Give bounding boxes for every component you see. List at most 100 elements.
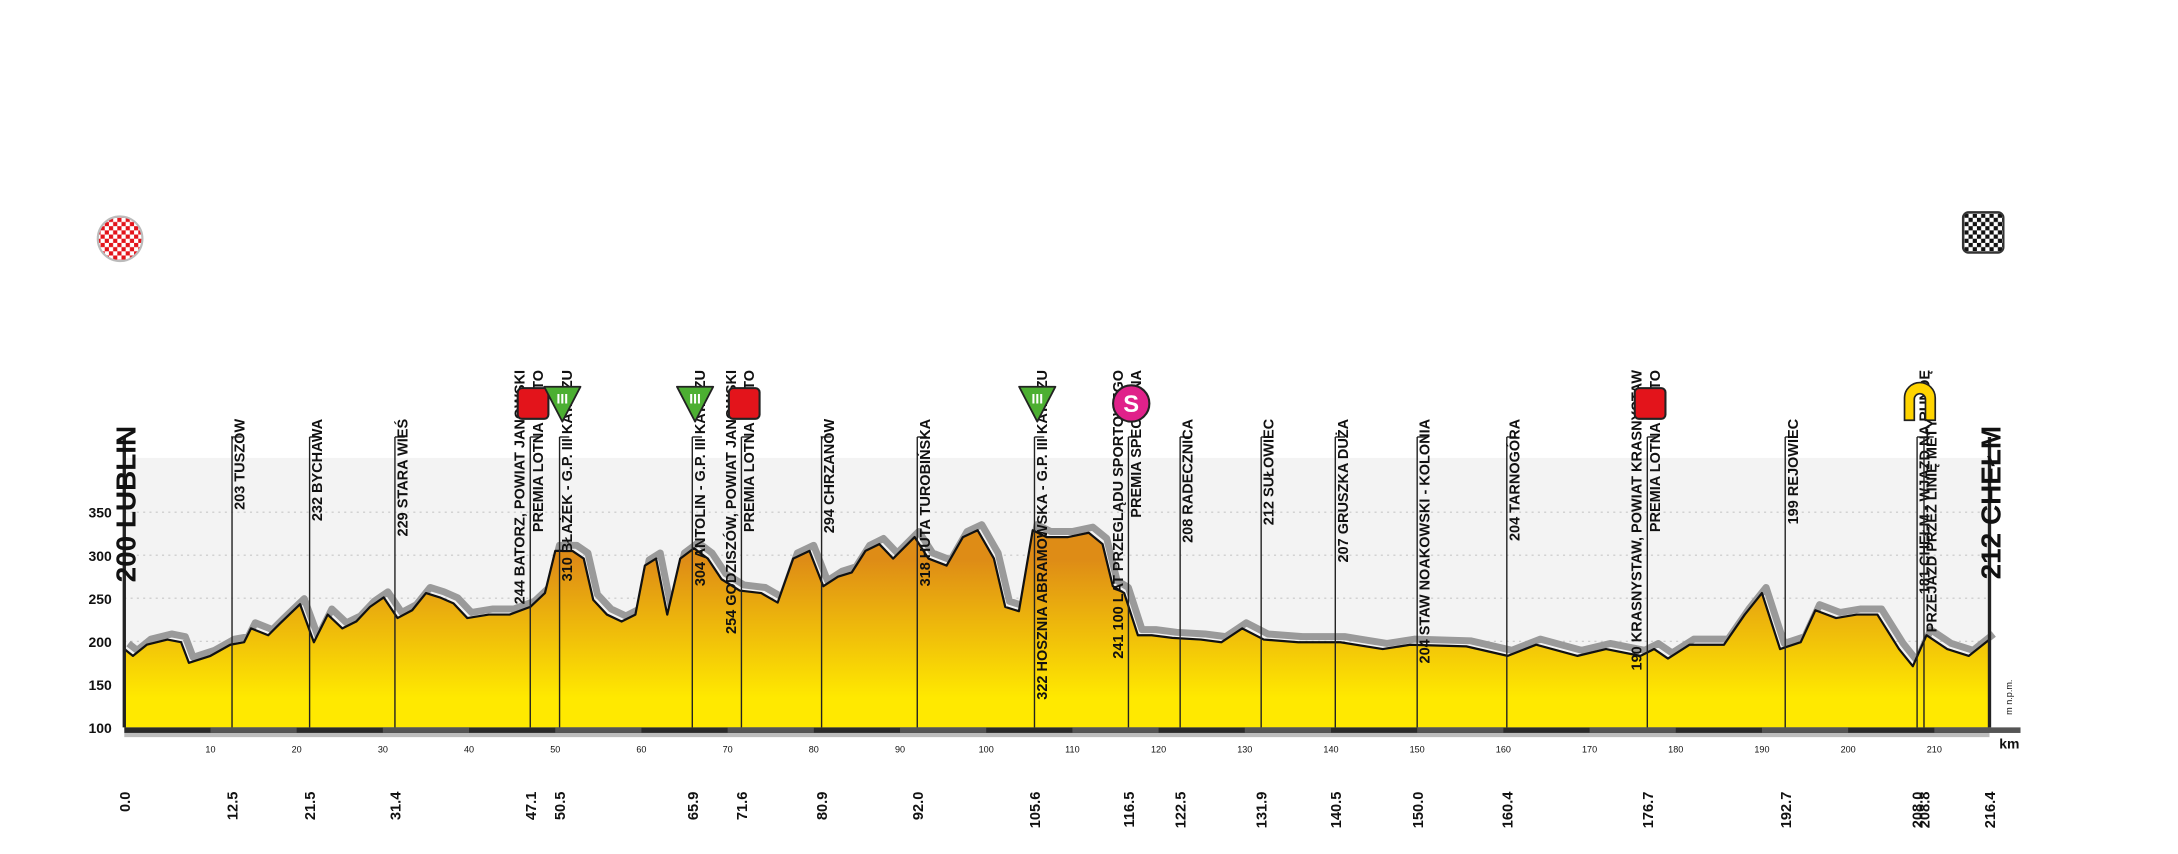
waypoint-name: 241 100 LAT PRZEGLĄDU SPORTOWEGO (1111, 370, 1127, 659)
km-label: 0.0 (118, 792, 134, 812)
x-tick-label: 40 (464, 745, 474, 755)
x-axis-label: km (1999, 735, 2019, 751)
km-label: 50.5 (553, 792, 569, 820)
km-label: 47.1 (524, 792, 540, 820)
waypoint-name: 204 TARNOGÓRA (1505, 418, 1523, 541)
finish-icon (1961, 211, 2005, 254)
km-label: 216.4 (1983, 791, 1999, 828)
special-icon-text: S (1123, 392, 1139, 418)
climb-icon (543, 385, 582, 423)
x-tick-label: 140 (1323, 745, 1338, 755)
finish-name: 212 CHEŁM (1976, 426, 2007, 580)
x-tick-label: 210 (1927, 745, 1942, 755)
km-bar-shadow (124, 732, 1990, 738)
km-bar-segment (1244, 727, 1331, 733)
sprint-icon (516, 387, 550, 420)
y-tick-label: 100 (88, 720, 112, 736)
waypoint-name: 199 REJOWIEC (1786, 418, 1802, 524)
km-label: 71.6 (735, 792, 751, 821)
x-tick-label: 20 (292, 745, 302, 755)
km-label: 192.7 (1779, 792, 1795, 829)
x-tick-label: 160 (1496, 745, 1511, 755)
km-label: 80.9 (815, 792, 831, 821)
km-bar-segment (1934, 727, 2021, 733)
x-tick-label: 180 (1668, 745, 1683, 755)
km-bar-segment (727, 727, 814, 733)
climb-icon-text: III (1031, 390, 1043, 406)
x-tick-label: 200 (1841, 745, 1856, 755)
x-tick-label: 120 (1151, 745, 1166, 755)
km-bar-segment (1072, 727, 1159, 733)
waypoint-name: PRZEJAZD PRZEZ LINIĘ METY (1925, 419, 1941, 633)
sprint-icon (727, 387, 761, 420)
y-tick-label: 200 (88, 634, 112, 650)
y-tick-label: 350 (88, 505, 112, 521)
layer: 100 150 200 250 300 350 10 20 30 40 50 60 70 80 90 100 1… (88, 369, 2021, 829)
waypoint-name: 310 BŁAŻEK - G.P. III KAT. PZU (559, 370, 576, 581)
km-bar (124, 727, 1990, 733)
waypoint-name: 322 HOSZNIA ABRAMOWSKA - G.P. III KAT. P… (1035, 370, 1051, 700)
lap-icon (1903, 381, 1937, 422)
waypoint-name: 212 SUŁOWIEC (1262, 418, 1278, 525)
waypoint-name: 294 CHRZANÓW (820, 419, 838, 534)
km-label: 105.6 (1028, 792, 1044, 829)
x-tick-label: 190 (1754, 745, 1769, 755)
waypoint-name: 208 RADECZNICA (1181, 418, 1197, 543)
climb-icon-text: III (557, 390, 569, 406)
km-bar-segment (1589, 727, 1676, 733)
y-axis-label: m n.p.m. (2004, 680, 2014, 715)
y-tick-label: 300 (88, 548, 112, 564)
waypoint-name: 203 TUSZÓW (231, 419, 249, 510)
waypoint-name: 190 KRASNYSTAW, POWIAT KRASNYSTAW (1630, 370, 1646, 671)
x-tick-label: 60 (636, 745, 646, 755)
x-tick-label: 130 (1237, 745, 1252, 755)
km-label: 122.5 (1174, 792, 1190, 829)
waypoint-name: 232 BYCHAWA (310, 418, 326, 521)
km-bar-segment (900, 727, 987, 733)
profile-line (123, 529, 1991, 668)
x-tick-label: 70 (723, 745, 733, 755)
waypoint-name: 304 ANTOLIN - G.P. III KAT. PZU (693, 370, 709, 586)
y-tick-label: 150 (88, 677, 112, 693)
km-label: 140.5 (1329, 792, 1345, 829)
x-tick-label: 150 (1410, 745, 1425, 755)
km-label: 21.5 (303, 792, 319, 821)
km-label: 116.5 (1122, 792, 1138, 828)
waypoint-name: 229 STARA WIEŚ (393, 419, 411, 537)
km-bar-segment (210, 727, 297, 733)
km-bar-segment (555, 727, 642, 733)
km-label: 12.5 (226, 792, 242, 821)
climb-icon (1018, 385, 1057, 423)
x-tick-label: 110 (1065, 745, 1079, 755)
waypoint-name: 181 CHEŁM - WJAZD NA RUNDĘ (1918, 370, 1934, 595)
sprint-icon (1633, 387, 1667, 420)
y-tick-label: 250 (88, 591, 112, 607)
km-bar-segment (382, 727, 470, 733)
waypoint-name: 244 BATORZ, POWIAT JANOWSKI (513, 370, 529, 604)
profile-area (124, 530, 1990, 728)
x-tick-label: 30 (378, 745, 388, 755)
km-label: 160.4 (1500, 791, 1516, 828)
x-tick-label: 10 (205, 745, 215, 755)
km-label: 65.9 (686, 792, 702, 821)
climb-icon (676, 385, 715, 423)
climb-icon-text: III (689, 390, 701, 406)
km-label: 208.0 (1911, 792, 1927, 829)
x-tick-label: 90 (895, 745, 905, 755)
profile-shadow (126, 521, 1996, 665)
km-label: 150.0 (1411, 792, 1427, 829)
waypoint-name: 207 GRUSZKA DUŻA (1335, 418, 1352, 562)
km-label: 92.0 (911, 792, 927, 821)
km-label: 31.4 (389, 791, 405, 820)
km-bar-segment (1417, 727, 1504, 733)
special-icon (1112, 384, 1151, 423)
waypoint-name: 254 GODZISZÓW, POWIAT JANOWSKI (722, 370, 740, 634)
start-name: 200 LUBLIN (110, 426, 141, 583)
waypoint-name: 318 HUTA TUROBIŃSKA (917, 418, 934, 586)
start-icon (96, 215, 144, 263)
x-tick-label: 80 (809, 745, 819, 755)
waypoint-name: 204 STAW NOAKOWSKI - KOLONIA (1418, 418, 1434, 663)
x-tick-label: 170 (1582, 745, 1597, 755)
